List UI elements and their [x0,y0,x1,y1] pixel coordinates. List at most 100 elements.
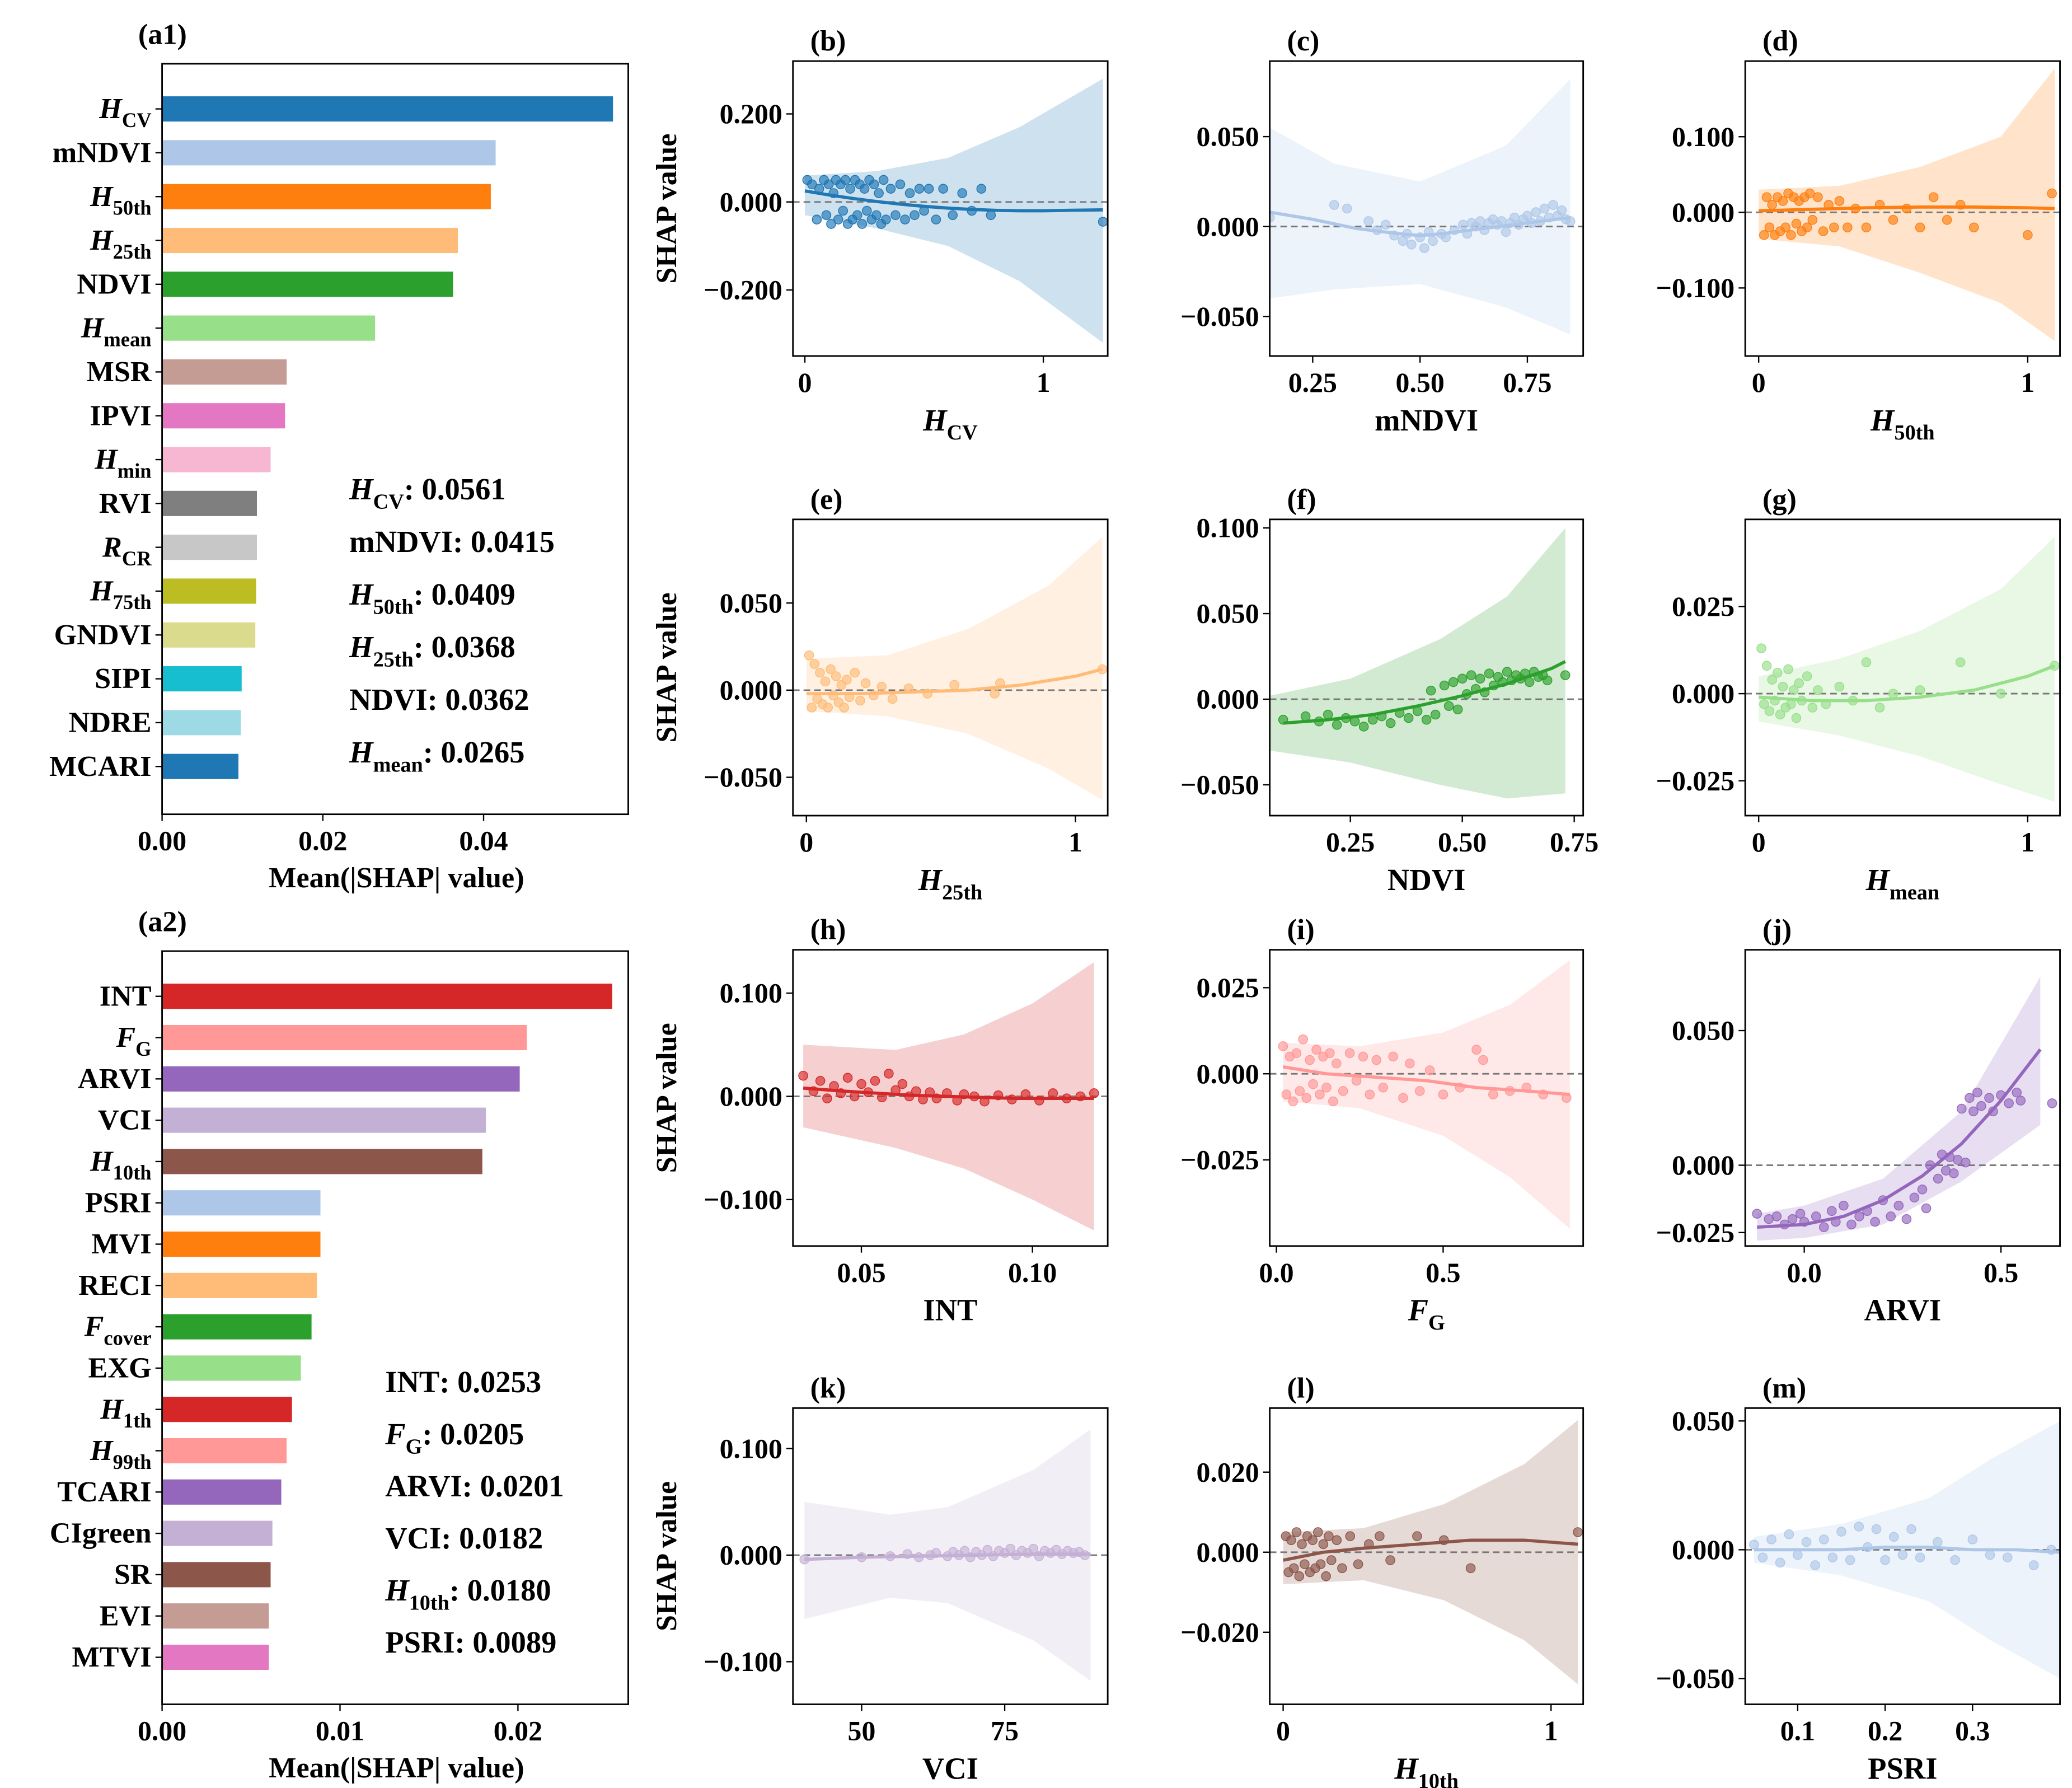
fit-line [1757,1048,2042,1229]
point-b-32 [890,210,901,221]
fit-line [803,1086,1094,1101]
bar-label-a2-1-base: F [115,1021,135,1054]
x-axis-label-sub: 25th [942,881,982,904]
x-axis-label: INT [923,1293,977,1327]
x-axis-label-sub: 50th [1895,421,1935,444]
importance-annotation-4: NDVI: 0.0362 [349,682,529,717]
plot-area [793,78,1108,343]
point-b-22 [862,205,872,216]
point-g-20 [1834,681,1845,692]
panel-label-j: (j) [1762,914,1792,946]
bar-label-a1-4: NDVI [77,268,151,300]
point-d-7 [1778,196,1788,206]
xtick-label: 0.5 [1984,1257,2018,1288]
point-l-21 [1353,1559,1363,1570]
xtick-label: 0 [799,827,813,858]
point-l-17 [1326,1555,1337,1565]
point-b-29 [878,175,889,185]
point-g-13 [1791,713,1802,723]
panel-label-c: (c) [1287,25,1319,57]
point-m-0 [1749,1539,1759,1550]
point-j-12 [1846,1219,1857,1230]
point-m-6 [1801,1537,1812,1547]
point-j-34 [1972,1087,1982,1098]
bar-label-a1-15: MCARI [49,750,152,783]
x-axis-label-sub: G [1428,1311,1445,1335]
point-j-13 [1854,1211,1864,1221]
point-f-21 [1457,673,1468,684]
x-axis-label: mNDVI [1375,403,1478,437]
point-l-13 [1315,1559,1326,1570]
point-b-45 [976,184,987,194]
annotation-value: : 0.0415 [453,525,555,559]
point-d-3 [1767,200,1778,210]
ytick-label: 0.100 [1197,513,1259,544]
scatter-panel-i: (i) 0.025 0.000 −0.025 0.0 0.5 FG [1180,914,1585,1335]
point-f-31 [1502,667,1512,677]
annotation-value: : 0.0180 [449,1573,551,1607]
bar-label-a1-0: HCV [99,92,151,132]
point-k-22 [1028,1543,1038,1554]
confidence-band [806,536,1103,800]
importance-annotation-1-sub: G [406,1435,423,1458]
point-m-22 [1967,1534,1978,1544]
point-i-13 [1321,1083,1332,1093]
point-c-3 [1363,216,1373,226]
ytick-label: 0.050 [720,588,782,619]
point-j-41 [2015,1096,2026,1106]
bar-label-a2-0: INT [100,980,152,1012]
panel-label-e: (e) [810,483,843,516]
y-axis-label: SHAP value [650,1023,683,1173]
scatter-panel-l: (l) 0.020 0.000 −0.020 0 1 H10th [1180,1372,1585,1788]
xtick-label: 75 [991,1716,1019,1747]
xtick-label: 0.0 [1259,1257,1293,1288]
fit-line [1283,660,1566,725]
point-j-15 [1870,1216,1880,1227]
point-f-3 [1323,709,1333,720]
point-m-20 [1933,1537,1943,1547]
point-h-3 [822,1093,832,1103]
bar-label-a2-13: CIgreen [50,1517,152,1550]
point-m-19 [1915,1552,1925,1562]
ytick-label: 0.050 [1197,121,1259,152]
xtick-label: 0.25 [1288,367,1337,398]
bar-label-a2-16: MTVI [72,1641,152,1673]
xtick-label: 0 [798,367,812,398]
bar-label-a1-8-sub: min [118,459,152,482]
plot-area [793,1429,1108,1681]
importance-annotation-2: H50th: 0.0409 [349,577,515,619]
bar-label-a2-12: TCARI [57,1476,151,1508]
ytick-label: 0.025 [1197,972,1259,1003]
point-g-23 [1874,703,1885,713]
y-axis-label: SHAP value [650,592,683,742]
fit-line [806,667,1103,695]
bar-label-a1-2-base: H [90,180,114,213]
point-l-16 [1324,1531,1334,1541]
annotation-value: : 0.0368 [414,630,515,664]
bar-a1-9 [162,490,257,516]
point-m-10 [1836,1527,1846,1537]
plot-area [1269,960,1583,1229]
point-i-4 [1291,1048,1302,1059]
bar-a2-8 [162,1314,312,1340]
point-i-11 [1315,1089,1325,1099]
ytick-label: −0.025 [1180,1145,1259,1176]
bar-label-a2-6: MVI [91,1228,151,1260]
bar-label-a1-7: IPVI [90,399,151,432]
point-l-10 [1307,1535,1318,1546]
x-axis-label-base: H [922,403,948,437]
point-m-2 [1766,1534,1776,1544]
importance-annotation-4-base: H [385,1573,410,1607]
point-g-26 [1955,657,1966,667]
xtick-label: 1 [2021,827,2035,858]
point-e-4 [815,667,825,678]
importance-annotation-5: PSRI: 0.0089 [385,1625,556,1659]
point-j-19 [1901,1214,1912,1224]
bar-a2-4 [162,1149,482,1174]
point-i-24 [1388,1051,1398,1062]
point-g-10 [1783,664,1793,675]
point-b-5 [821,210,832,221]
ytick-label: 0.000 [1672,1150,1735,1181]
point-m-5 [1793,1550,1803,1560]
